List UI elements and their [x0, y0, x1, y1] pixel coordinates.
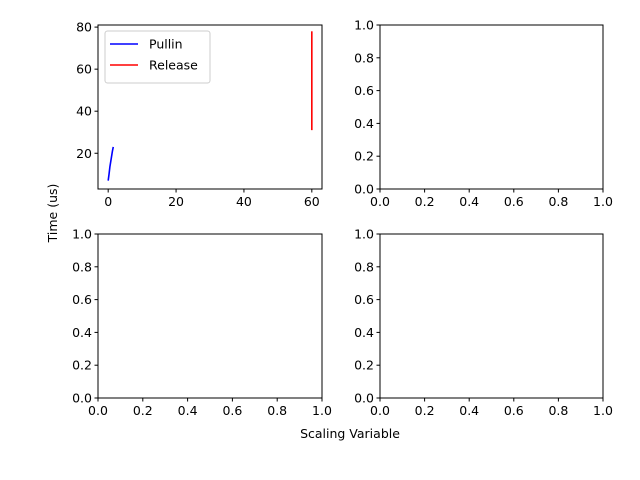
axes-frame [97, 233, 323, 399]
legend-label-release: Release [149, 58, 198, 73]
subplot-bottom-left: 0.0 0.2 0.4 0.6 0.8 1.0 0.0 0.2 0.4 0.6 0.8 1.0 [72, 227, 332, 419]
x-tick-label: 0.6 [504, 403, 524, 418]
y-tick-label: 0.2 [354, 358, 374, 373]
x-tick-label: 0.0 [88, 403, 108, 418]
x-tick-label: 0.0 [370, 194, 390, 209]
x-tick-label: 0.8 [267, 403, 287, 418]
x-tick-label: 0.2 [415, 194, 435, 209]
y-axis-label: Time (us) [45, 184, 60, 244]
axes-frame [97, 24, 323, 190]
y-tick-label: 1.0 [72, 227, 92, 242]
x-tick-label: 0.8 [548, 194, 568, 209]
y-tick-label: 80 [76, 20, 92, 35]
y-tick-label: 0.6 [354, 292, 374, 307]
y-tick-label: 0.4 [72, 325, 92, 340]
y-tick-label: 60 [76, 62, 92, 77]
x-tick-label: 0.2 [415, 403, 435, 418]
y-tick-label: 20 [76, 146, 92, 161]
y-tick-label: 0.0 [354, 182, 374, 197]
x-tick-label: 0.8 [548, 403, 568, 418]
x-tick-label: 0.4 [178, 403, 198, 418]
x-tick-label: 60 [304, 194, 320, 209]
y-tick-label: 0.2 [72, 358, 92, 373]
x-tick-label: 0 [104, 194, 112, 209]
x-tick-label: 1.0 [312, 403, 332, 418]
x-tick-label: 0.0 [370, 403, 390, 418]
y-tick-label: 0.6 [72, 292, 92, 307]
y-tick-label: 0.8 [72, 259, 92, 274]
y-tick-label: 0.8 [354, 259, 374, 274]
y-tick-label: 0.0 [72, 391, 92, 406]
legend: Pullin Release [104, 30, 211, 84]
x-tick-label: 20 [168, 194, 184, 209]
x-tick-label: 0.2 [133, 403, 153, 418]
x-tick-label: 0.4 [459, 403, 479, 418]
x-tick-label: 1.0 [593, 194, 613, 209]
y-tick-label: 0.2 [354, 149, 374, 164]
y-tick-label: 0.6 [354, 83, 374, 98]
y-tick-label: 0.4 [354, 116, 374, 131]
x-tick-label: 0.4 [459, 194, 479, 209]
x-tick-label: 0.6 [504, 194, 524, 209]
subplot-top-right: 0.0 0.2 0.4 0.6 0.8 1.0 0.0 0.2 0.4 0.6 0.8 1.0 [354, 18, 613, 210]
y-tick-label: 40 [76, 104, 92, 119]
series-line-pullin [107, 146, 115, 181]
x-tick-label: 0.6 [222, 403, 242, 418]
subplot-bottom-right: 0.0 0.2 0.4 0.6 0.8 1.0 0.0 0.2 0.4 0.6 0.8 1.0 [354, 227, 613, 419]
y-tick-label: 0.4 [354, 325, 374, 340]
axes-frame [379, 233, 604, 399]
y-tick-label: 0.0 [354, 391, 374, 406]
axes-frame [379, 24, 604, 190]
legend-label-pullin: Pullin [149, 37, 183, 52]
x-tick-label: 1.0 [593, 403, 613, 418]
y-tick-label: 0.8 [354, 50, 374, 65]
y-tick-label: 1.0 [354, 227, 374, 242]
x-axis-label: Scaling Variable [300, 426, 400, 441]
y-tick-label: 1.0 [354, 18, 374, 33]
x-tick-label: 40 [236, 194, 252, 209]
subplot-top-left: 0 20 40 60 20 40 60 80 Pullin Release [76, 20, 323, 209]
